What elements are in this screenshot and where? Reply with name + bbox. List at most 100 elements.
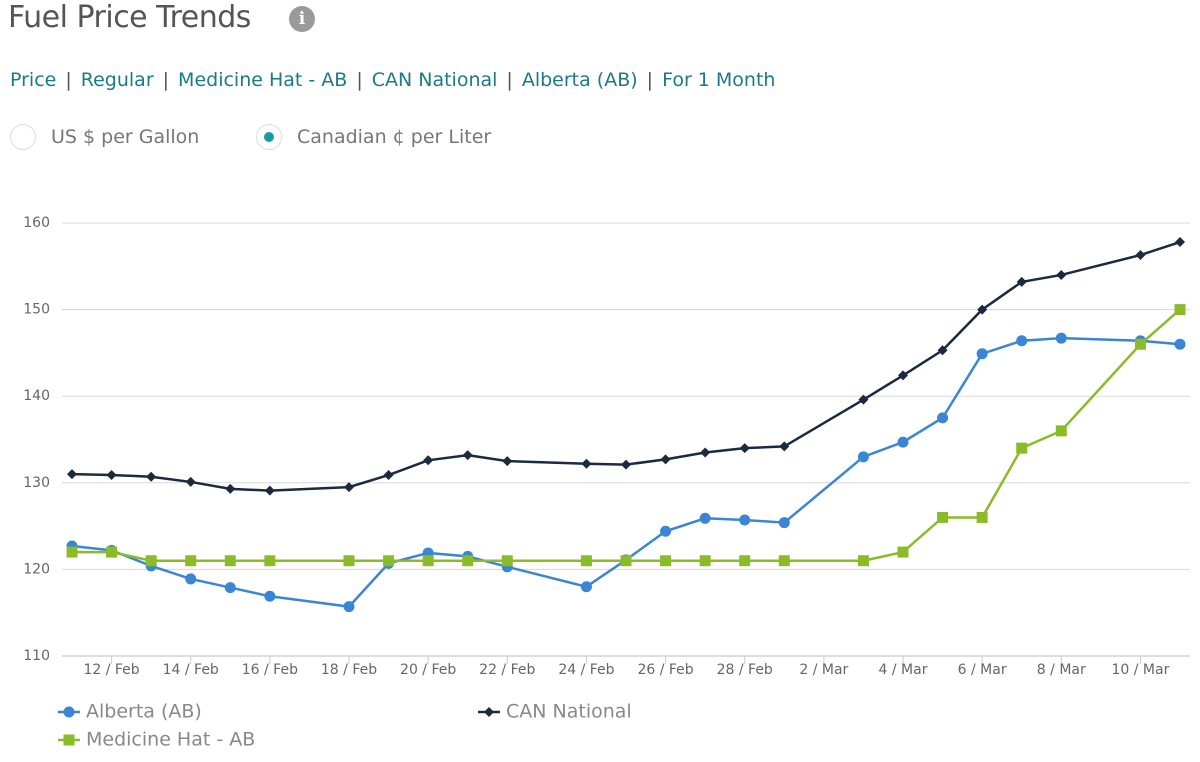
x-tick-label: 16 / Feb xyxy=(242,662,298,678)
point xyxy=(106,470,117,481)
point xyxy=(660,525,672,537)
point xyxy=(462,555,474,567)
point xyxy=(383,470,394,481)
point xyxy=(621,459,631,470)
x-tick-label: 12 / Feb xyxy=(83,662,139,678)
point xyxy=(145,555,157,567)
x-tick-label: 10 / Mar xyxy=(1111,662,1169,678)
point xyxy=(660,555,672,567)
x-tick-label: 28 / Feb xyxy=(717,662,773,678)
breadcrumb-item[interactable]: Medicine Hat - AB xyxy=(178,69,348,91)
point xyxy=(858,394,869,405)
separator: | xyxy=(646,69,654,91)
x-tick-label: 20 / Feb xyxy=(400,662,456,678)
point xyxy=(1055,425,1067,437)
unit-option[interactable]: US $ per Gallon xyxy=(10,124,199,150)
point xyxy=(146,471,157,482)
point xyxy=(581,458,592,469)
point xyxy=(1056,269,1067,280)
breadcrumb: Price | Regular | Medicine Hat - AB | CAN Nati… xyxy=(10,69,775,91)
series-line xyxy=(72,308,1181,562)
info-icon[interactable]: i xyxy=(289,6,315,32)
point xyxy=(106,546,118,558)
point xyxy=(225,483,236,494)
point xyxy=(1055,332,1067,344)
breadcrumb-item[interactable]: Regular xyxy=(80,69,154,91)
point xyxy=(502,456,513,467)
breadcrumb-item[interactable]: CAN National xyxy=(371,69,498,91)
point xyxy=(185,555,197,567)
point xyxy=(224,582,236,594)
point xyxy=(67,469,77,480)
separator: | xyxy=(506,69,513,91)
x-tick-label: 14 / Feb xyxy=(163,662,219,678)
x-tick-label: 18 / Feb xyxy=(321,662,377,678)
point xyxy=(1175,237,1185,248)
x-tick-label: 6 / Mar xyxy=(958,662,1007,678)
point xyxy=(344,482,354,493)
point xyxy=(699,512,711,524)
series-line xyxy=(71,336,1181,608)
point xyxy=(937,412,949,424)
point xyxy=(383,555,395,567)
point xyxy=(63,734,75,746)
breadcrumb-item[interactable]: Price xyxy=(10,69,57,91)
legend-label: Alberta (AB) xyxy=(86,701,202,723)
point xyxy=(1016,335,1028,347)
point xyxy=(778,555,790,567)
point xyxy=(857,555,869,567)
x-tick-label: 2 / Mar xyxy=(799,662,848,678)
y-tick-label: 130 xyxy=(23,475,50,491)
point xyxy=(937,345,948,356)
x-tick-label: 22 / Feb xyxy=(479,662,535,678)
point xyxy=(1174,304,1186,316)
point xyxy=(343,601,355,613)
point xyxy=(739,443,750,454)
legend-label: Medicine Hat - AB xyxy=(86,729,255,751)
unit-label: Canadian ¢ per Liter xyxy=(297,126,492,148)
point xyxy=(484,707,494,717)
point xyxy=(1174,338,1186,350)
point xyxy=(1135,250,1146,261)
point xyxy=(739,514,751,526)
page-title: Fuel Price Trends xyxy=(8,0,251,35)
point xyxy=(976,348,988,360)
point xyxy=(1134,338,1146,350)
point xyxy=(660,454,671,465)
point xyxy=(185,573,197,585)
point xyxy=(264,590,276,602)
y-tick-label: 160 xyxy=(23,215,50,231)
separator: | xyxy=(65,69,72,91)
series xyxy=(66,332,1186,613)
point xyxy=(422,555,434,567)
x-tick-label: 26 / Feb xyxy=(637,662,693,678)
point xyxy=(423,455,434,466)
point xyxy=(501,555,513,567)
y-tick-label: 150 xyxy=(23,302,50,318)
x-tick-label: 4 / Mar xyxy=(879,662,928,678)
point xyxy=(224,555,236,567)
radio[interactable] xyxy=(256,124,282,150)
breadcrumb-item[interactable]: For 1 Month xyxy=(662,69,776,91)
point xyxy=(1016,276,1027,287)
breadcrumb-item[interactable]: Alberta (AB) xyxy=(521,69,638,91)
point xyxy=(937,511,949,523)
unit-option[interactable]: Canadian ¢ per Liter xyxy=(256,124,491,150)
point xyxy=(739,555,751,567)
legend-label: CAN National xyxy=(506,701,632,723)
y-tick-label: 120 xyxy=(23,561,50,577)
series-line xyxy=(71,240,1181,492)
point xyxy=(976,511,988,523)
series xyxy=(67,237,1185,496)
series xyxy=(66,304,1186,567)
point xyxy=(264,485,275,496)
point xyxy=(462,450,473,461)
x-tick-label: 8 / Mar xyxy=(1037,662,1086,678)
point xyxy=(343,555,355,567)
point xyxy=(185,476,196,487)
point xyxy=(700,447,711,458)
radio[interactable] xyxy=(10,124,36,150)
y-tick-label: 110 xyxy=(23,648,50,664)
